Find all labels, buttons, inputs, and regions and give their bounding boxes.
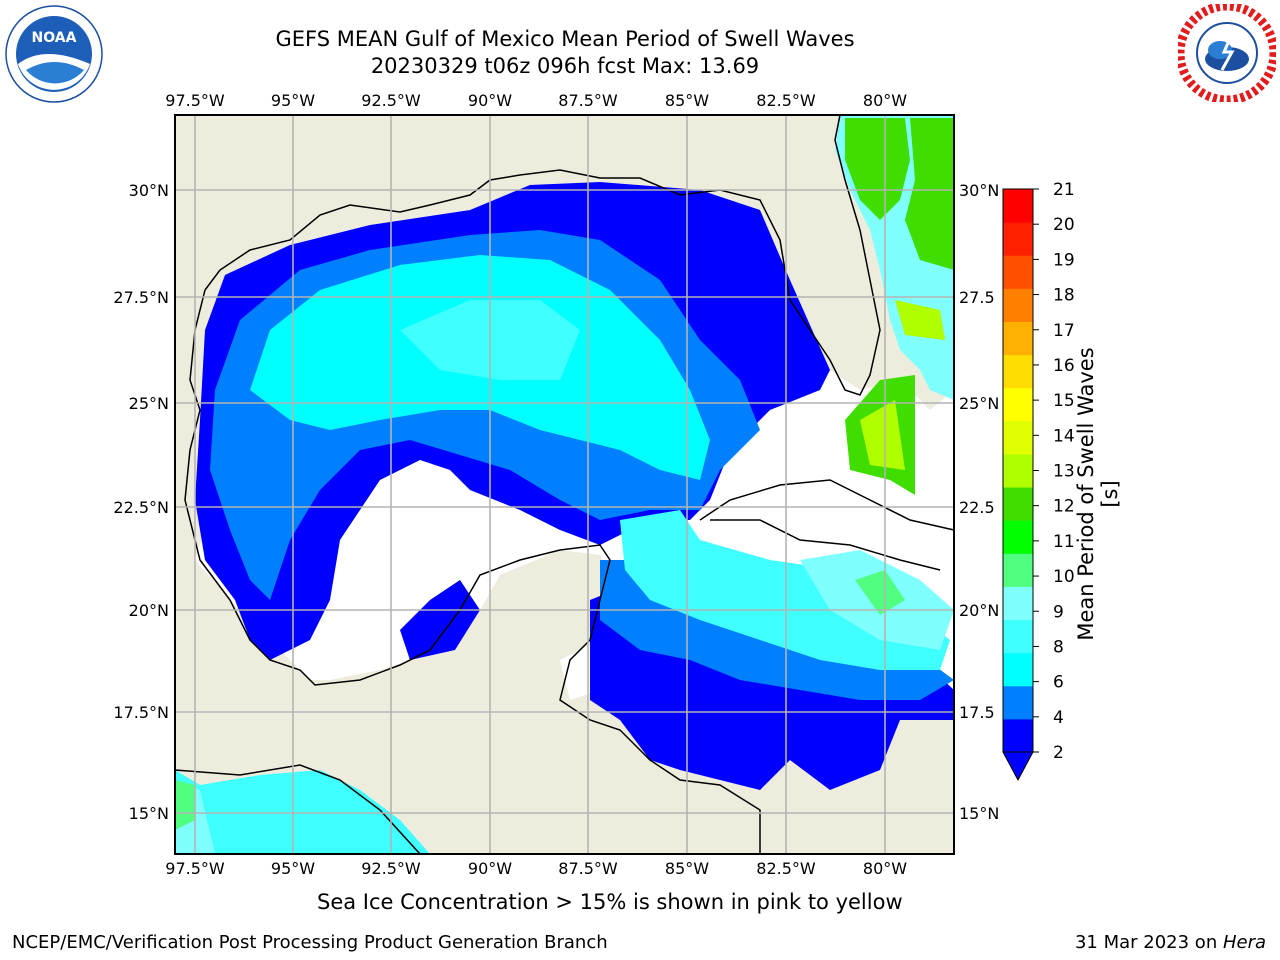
lon-label: 85°W xyxy=(665,91,709,110)
map-title: GEFS MEAN Gulf of Mexico Mean Period of … xyxy=(275,27,855,51)
footer-credit: NCEP/EMC/Verification Post Processing Pr… xyxy=(12,932,608,953)
lat-label: 15°N xyxy=(129,804,169,823)
lon-labels-bottom: 97.5°W 95°W 92.5°W 90°W 87.5°W 85°W 82.5… xyxy=(165,859,907,878)
lon-label: 80°W xyxy=(863,91,907,110)
svg-text:NOAA: NOAA xyxy=(32,30,77,46)
swell-band-pacific xyxy=(175,770,430,854)
lat-label: 30°N xyxy=(959,181,999,200)
lat-label: 27.5°N xyxy=(113,288,169,307)
swell-band-10s-caribbean xyxy=(855,570,905,615)
swell-band-2s-campeche xyxy=(400,580,480,660)
lon-label: 92.5°W xyxy=(361,859,421,878)
lon-label: 97.5°W xyxy=(165,859,225,878)
swell-band-12s-atlantic xyxy=(845,118,910,220)
colorbar-tick-label: 14 xyxy=(1053,426,1075,446)
lat-label: 20°N xyxy=(959,601,999,620)
colorbar-extend-arrow xyxy=(1002,751,1034,782)
coastlines xyxy=(174,114,955,855)
nws-logo xyxy=(1178,4,1276,102)
lat-label: 20°N xyxy=(129,601,169,620)
colorbar-tick-label: 16 xyxy=(1053,356,1075,376)
lon-label: 82.5°W xyxy=(756,91,816,110)
footer-date: 31 Mar 2023 on Hera xyxy=(1075,932,1266,953)
lat-label: 25°N xyxy=(129,394,169,413)
lon-label: 85°W xyxy=(665,859,709,878)
lat-labels-right: 30°N 27.5 25°N 22.5 20°N 17.5 15°N xyxy=(959,181,999,823)
lon-label: 97.5°W xyxy=(165,91,225,110)
colorbar-tick-label: 10 xyxy=(1053,567,1075,587)
colorbar-tick-label: 11 xyxy=(1053,532,1075,552)
sea-ice-note: Sea Ice Concentration > 15% is shown in … xyxy=(317,890,903,914)
colorbar-segment xyxy=(1003,321,1033,356)
lon-label: 95°W xyxy=(271,91,315,110)
colorbar-tick-label: 8 xyxy=(1053,637,1064,657)
lon-label: 80°W xyxy=(863,859,907,878)
map-subtitle: 20230329 t06z 096h fcst Max: 13.69 xyxy=(370,54,760,78)
colorbar-tick-label: 9 xyxy=(1053,602,1064,622)
lat-label: 22.5°N xyxy=(113,498,169,517)
colorbar-tick-label: 20 xyxy=(1053,215,1075,235)
map-frame xyxy=(174,114,955,855)
colorbar-segment xyxy=(1003,222,1033,256)
swell-band-13s xyxy=(895,300,945,340)
lat-label: 22.5 xyxy=(959,498,995,517)
lon-label: 90°W xyxy=(468,859,512,878)
map-plot-area xyxy=(174,114,955,855)
colorbar-tick-label: 13 xyxy=(1053,462,1075,482)
colorbar-segment xyxy=(1003,553,1033,587)
colorbar-segment xyxy=(1003,718,1033,753)
lon-label: 87.5°W xyxy=(558,91,618,110)
colorbar-segment xyxy=(1003,189,1033,223)
colorbar-segment xyxy=(1003,387,1033,422)
colorbar-segment xyxy=(1003,685,1033,720)
swell-band-13s-bahamas xyxy=(860,400,905,470)
colorbar-segment xyxy=(1003,453,1033,488)
lon-labels-top: 97.5°W 95°W 92.5°W 90°W 87.5°W 85°W 82.5… xyxy=(165,91,907,110)
colorbar-segment xyxy=(1003,586,1033,621)
colorbar-tick-label: 21 xyxy=(1053,180,1075,200)
lat-label: 27.5 xyxy=(959,288,995,307)
noaa-logo: NOAA xyxy=(5,5,103,103)
lon-label: 95°W xyxy=(271,859,315,878)
lon-label: 82.5°W xyxy=(756,859,816,878)
graticule xyxy=(175,115,954,854)
colorbar-segment xyxy=(1003,487,1033,521)
lon-label: 92.5°W xyxy=(361,91,421,110)
colorbar-segment xyxy=(1003,420,1033,455)
colorbar-tick-label: 4 xyxy=(1053,708,1064,728)
colorbar-segment xyxy=(1003,652,1033,687)
lon-label: 90°W xyxy=(468,91,512,110)
colorbar-tick-label: 15 xyxy=(1053,391,1075,411)
lat-label: 25°N xyxy=(959,394,999,413)
colorbar-tick-label: 19 xyxy=(1053,250,1075,270)
colorbar-segment xyxy=(1003,255,1033,289)
colorbar: 21 20 19 18 17 16 15 14 13 12 11 10 9 8 6 4 2 xyxy=(1002,180,1075,782)
colorbar-tick-label: 12 xyxy=(1053,497,1075,517)
colorbar-segment xyxy=(1003,619,1033,654)
colorbar-tick-label: 18 xyxy=(1053,286,1075,306)
colorbar-tick-label: 2 xyxy=(1053,743,1064,763)
swell-band-pacific-green xyxy=(175,780,195,830)
colorbar-label: Mean Period of Swell Waves [s] xyxy=(1074,347,1122,641)
colorbar-segment xyxy=(1003,520,1033,554)
swell-band-12s-atlantic-east xyxy=(905,118,954,270)
colorbar-segment xyxy=(1003,354,1033,389)
lon-label: 87.5°W xyxy=(558,859,618,878)
lat-label: 15°N xyxy=(959,804,999,823)
lat-labels-left: 30°N 27.5°N 25°N 22.5°N 20°N 17.5°N 15°N xyxy=(113,181,169,823)
colorbar-tick-label: 17 xyxy=(1053,321,1075,341)
lat-label: 17.5 xyxy=(959,703,995,722)
footer-host: Hera xyxy=(1222,932,1266,953)
colorbar-tick-label: 6 xyxy=(1053,673,1064,693)
lat-label: 30°N xyxy=(129,181,169,200)
footer-date-text: 31 Mar 2023 on xyxy=(1074,932,1223,953)
colorbar-segment xyxy=(1003,288,1033,322)
lat-label: 17.5°N xyxy=(113,703,169,722)
